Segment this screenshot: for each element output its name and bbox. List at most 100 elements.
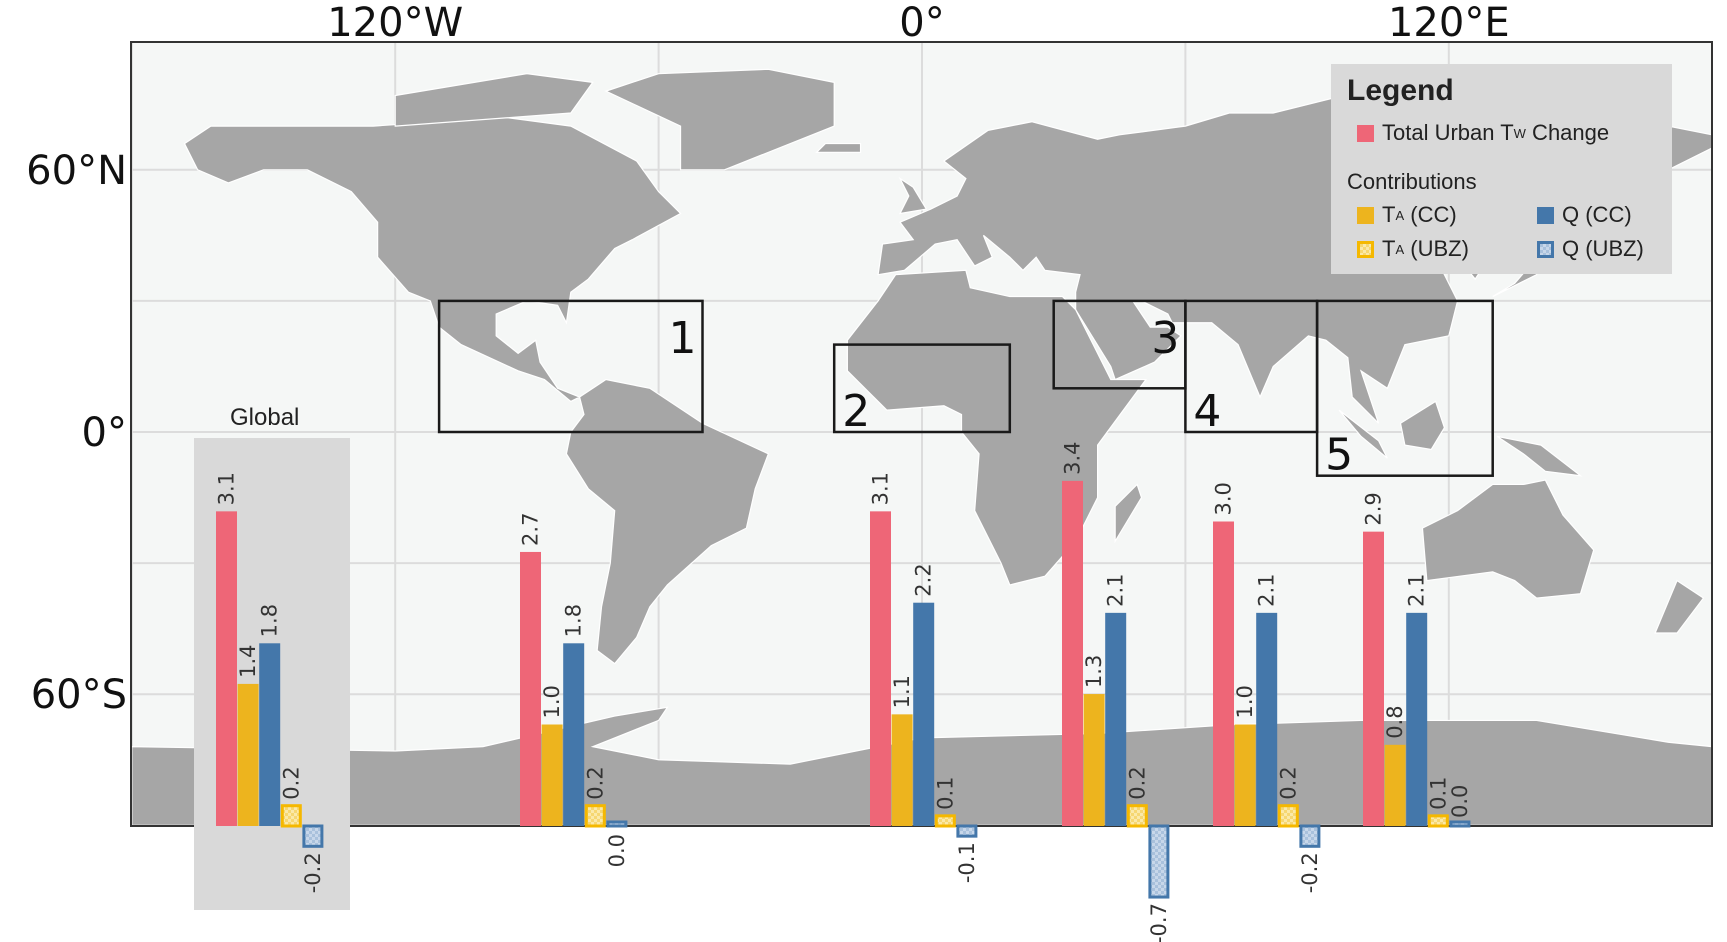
bar-q_cc: [913, 602, 935, 826]
region-number: 1: [669, 313, 697, 364]
x-tick-label: 0°: [899, 0, 944, 46]
south-america-landmass: [565, 378, 770, 665]
x-tick-label: 120°E: [1388, 0, 1510, 46]
axis-ticks: 120°W 0° 120°E 60°N 0° 60°S: [26, 0, 1509, 718]
bar-q_ubz: [956, 824, 978, 838]
iceland-landmass: [815, 142, 862, 153]
bar-ta_cc: [891, 714, 913, 826]
bar-ta_ubz: [584, 804, 606, 828]
x-tick-label: 120°W: [327, 0, 463, 46]
bar-value-label: 3.4: [1061, 441, 1085, 474]
legend-sub: A: [1395, 241, 1405, 257]
legend-item-q-cc: Q (CC): [1537, 202, 1632, 228]
bar-value-label: 0.2: [279, 766, 303, 799]
bar-q_ubz: [302, 824, 324, 848]
bar-q_cc: [1256, 612, 1278, 826]
pink-swatch-icon: [1357, 124, 1374, 142]
legend-label: Change: [1525, 120, 1610, 145]
bar-value-label: 0.1: [1426, 776, 1450, 809]
legend-label: Total Urban T: [1382, 120, 1514, 145]
madagascar-landmass: [1114, 483, 1143, 544]
bar-value-label: 0.2: [1125, 766, 1149, 799]
bar-ta_cc: [237, 683, 259, 826]
bar-value-label: 2.2: [912, 563, 936, 596]
bar-value-label: 2.9: [1362, 492, 1386, 525]
bar-ta_ubz: [1277, 804, 1299, 828]
bar-q_ubz: [1299, 824, 1321, 848]
bar-q_ubz: [606, 820, 628, 828]
bar-value-label: 1.3: [1082, 655, 1106, 688]
bar-total: [1363, 531, 1384, 826]
arctic-archipelago-landmass: [394, 73, 594, 127]
legend-sub: W: [1513, 125, 1526, 141]
sumatra-landmass: [1338, 409, 1388, 459]
bar-ta_ubz: [1126, 804, 1148, 828]
legend-sub: A: [1395, 207, 1405, 223]
bar-q_ubz: [1449, 820, 1471, 828]
y-tick-label: 60°S: [31, 672, 127, 718]
global-label: Global: [230, 404, 300, 431]
legend-title: Legend: [1347, 74, 1454, 107]
bar-value-label: 1.8: [258, 604, 282, 637]
uk-landmass: [898, 176, 928, 215]
bar-value-label: 0.2: [583, 766, 607, 799]
bar-ta_cc: [541, 724, 563, 826]
bar-value-label: 1.0: [540, 685, 564, 718]
bar-q_cc: [1406, 612, 1428, 826]
bar-value-label: 2.1: [1405, 573, 1429, 606]
region-number: 2: [842, 386, 870, 437]
bar-value-label: 0.8: [1383, 705, 1407, 738]
region-box: [1315, 299, 1494, 477]
region-number: 4: [1193, 386, 1221, 437]
bar-ta_ubz: [280, 804, 302, 828]
bar-value-label: 0.2: [1276, 766, 1300, 799]
legend-label: (CC): [1404, 202, 1457, 227]
bar-value-label: 3.1: [215, 472, 239, 505]
bar-ta_cc: [1234, 724, 1256, 826]
y-tick-label: 0°: [82, 410, 127, 456]
bar-q_cc: [1105, 612, 1127, 826]
new-guinea-landmass: [1496, 435, 1583, 477]
legend-contributions: Contributions: [1347, 169, 1477, 194]
bar-value-label: -0.1: [955, 842, 979, 883]
bar-ta_cc: [1083, 694, 1105, 826]
region-number: 5: [1325, 430, 1353, 481]
north-america-landmass: [183, 116, 682, 403]
blue-hatched-swatch-icon: [1537, 240, 1554, 258]
bar-value-label: 0.1: [933, 776, 957, 809]
legend-label: T: [1382, 236, 1396, 261]
bar-value-label: 3.0: [1212, 482, 1236, 515]
bar-ta_ubz: [1427, 814, 1449, 828]
bar-q_cc: [259, 643, 281, 826]
yellow-swatch-icon: [1357, 206, 1374, 224]
greenland-landmass: [604, 68, 835, 171]
bar-value-label: -0.2: [301, 852, 325, 893]
region-number: 3: [1151, 313, 1179, 364]
bar-value-label: 0.0: [605, 834, 629, 867]
bar-value-label: 0.0: [1448, 785, 1472, 818]
bar-value-label: -0.2: [1298, 852, 1322, 893]
bar-value-label: 1.0: [1233, 685, 1257, 718]
legend-item-q-ubz: Q (UBZ): [1537, 236, 1644, 262]
legend-label: Q (CC): [1562, 202, 1632, 227]
region-box: [832, 343, 1012, 434]
bar-ta_cc: [1384, 744, 1406, 826]
blue-swatch-icon: [1537, 206, 1554, 224]
new-zealand-landmass: [1654, 579, 1705, 634]
bar-q_ubz: [1148, 824, 1170, 899]
legend-label: Q (UBZ): [1562, 236, 1644, 261]
yellow-hatched-swatch-icon: [1357, 240, 1374, 258]
bar-value-label: 2.1: [1104, 573, 1128, 606]
bar-q_cc: [563, 643, 585, 826]
bar-value-label: 2.7: [519, 513, 543, 546]
borneo-landmass: [1399, 400, 1446, 451]
bar-value-label: 1.4: [236, 644, 260, 677]
bars: 3.1 1.4 1.8 0.2 -0.2 2.7 1.0 1.8 0.2 0.0 3.1 1.1 2.2…: [215, 441, 1472, 942]
bar-total: [870, 511, 891, 826]
legend-label: (UBZ): [1404, 236, 1469, 261]
bar-value-label: 3.1: [869, 472, 893, 505]
region-box: [437, 299, 704, 434]
